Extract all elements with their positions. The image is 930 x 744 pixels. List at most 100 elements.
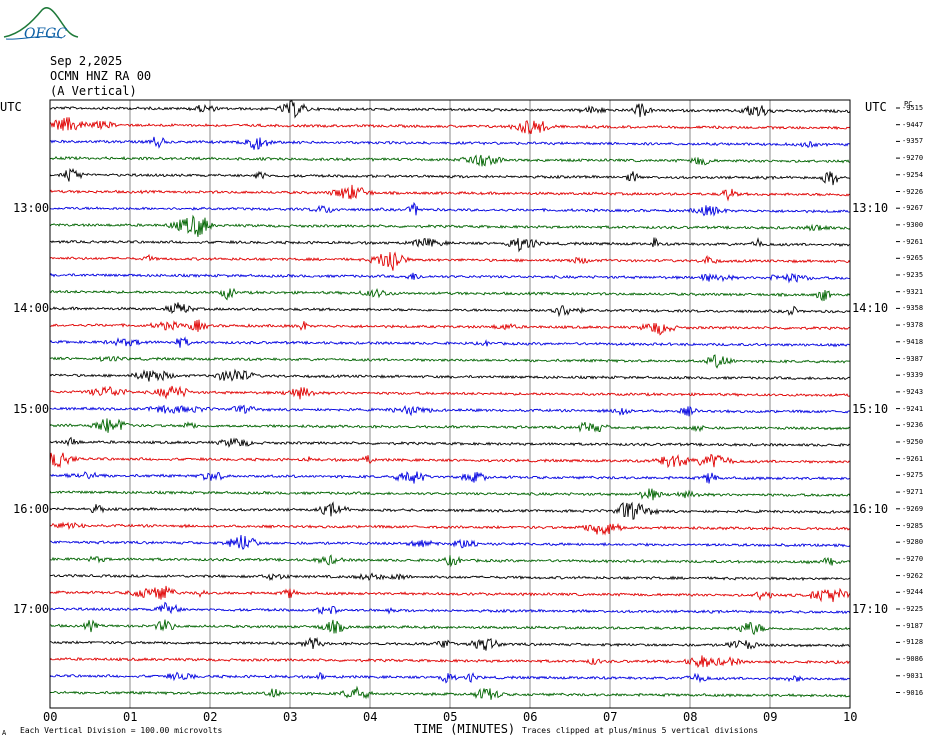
trace-line-10 [49,272,851,284]
trace-offset-label: -9265 [902,254,924,263]
trace-offset-label: -9285 [902,521,924,530]
trace-line-35 [49,685,851,700]
trace-line-16 [49,368,851,382]
plot-frame [49,99,900,709]
x-tick-label: 02 [203,710,218,724]
trace-line-12 [49,302,851,318]
trace-offset-label: -9225 [902,605,924,613]
trace-line-1 [49,117,851,135]
x-tick-label: 09 [763,710,778,724]
trace-offset-label: -9300 [902,220,924,229]
trace-line-24 [49,501,851,520]
trace-line-31 [49,619,851,636]
x-tick-label: 05 [443,710,458,724]
trace-line-0 [49,100,851,119]
trace-line-7 [49,214,851,237]
trace-offset-label: -9267 [902,204,924,213]
trace-offset-label: -9254 [902,170,924,179]
trace-offset-label: -9515 [902,104,924,112]
right-time-label: 16:10 [852,501,889,516]
trace-line-29 [49,585,851,603]
trace-offset-label: -9378 [902,321,924,330]
trace-line-18 [49,404,850,417]
trace-line-27 [49,554,851,568]
trace-line-6 [49,201,851,217]
x-tick-label: 07 [603,710,618,724]
left-time-label: 17:00 [13,602,50,616]
trace-offset-label: -9261 [902,237,924,246]
trace-offset-label: -9357 [902,137,924,146]
trace-line-15 [49,354,851,369]
left-timezone: UTC [0,100,22,114]
trace-line-20 [49,436,851,448]
trace-line-26 [50,534,851,550]
logo-text: OFGC [24,26,68,42]
mountain-icon [3,7,79,38]
trace-line-8 [49,237,851,253]
trace-line-19 [49,418,851,433]
trace-line-2 [49,136,851,150]
trace-line-5 [49,184,851,202]
trace-line-33 [49,655,851,669]
trace-offset-label: -9447 [902,120,924,129]
trace-offset-label: -9280 [902,538,924,547]
ofgc-logo [3,7,79,40]
trace-offset-label: -9241 [902,404,924,413]
trace-line-23 [49,488,851,501]
trace-offset-label: -9270 [902,154,924,163]
trace-offset-label: -9243 [902,387,924,396]
trace-offset-label: -9187 [902,621,924,630]
x-tick-label: 01 [123,710,138,724]
right-time-label: 17:10 [852,602,889,616]
trace-line-9 [49,251,851,271]
trace-offset-label: -9275 [902,471,924,480]
right-time-label: 15:10 [852,401,889,416]
trace-offset-label: -9226 [902,187,924,196]
component-label: (A Vertical) [50,84,137,98]
scale-mark: A [2,729,7,737]
trace-offset-label: -9086 [902,655,924,664]
trace-line-25 [49,521,851,536]
trace-line-11 [49,287,851,302]
trace-line-28 [49,572,851,582]
clip-note: Traces clipped at plus/minus 5 vertical … [522,726,759,735]
trace-offset-label: -9262 [902,571,924,580]
trace-line-4 [49,167,851,186]
trace-offset-label: -9244 [902,588,924,597]
trace-offset-label: -9321 [902,287,924,296]
trace-line-14 [49,336,851,348]
trace-offset-label: -9235 [902,271,924,279]
wave-icon [5,36,63,40]
plot-border [49,99,851,709]
trace-offset-label: -9387 [902,354,924,363]
right-time-label: 13:10 [852,201,889,216]
left-time-label: 16:00 [13,501,50,516]
right-time-label: 14:10 [852,301,889,316]
date-label: Sep 2,2025 [50,54,123,68]
trace-offset-label: -9339 [902,371,924,380]
trace-offset-label: -9128 [902,638,924,647]
trace-offset-label: -9358 [902,304,924,313]
x-tick-label: 10 [843,710,858,724]
trace-offset-label: -9236 [902,421,924,430]
trace-line-17 [49,385,851,400]
trace-offset-label: -9418 [902,337,924,346]
trace-line-22 [49,471,851,484]
trace-line-21 [49,452,851,469]
traces-group [49,100,851,700]
left-time-label: 15:00 [13,401,50,416]
x-tick-label: 06 [523,710,538,724]
x-tick-label: 08 [683,710,698,724]
x-tick-label: 03 [283,710,298,724]
trace-line-32 [49,636,851,651]
trace-offset-label: -9271 [902,488,924,497]
trace-line-3 [49,154,851,167]
station-label: OCMN HNZ RA 00 [50,69,152,83]
right-top-label: PC [904,100,913,108]
right-timezone: UTC [865,100,887,114]
left-time-label: 14:00 [13,301,50,316]
trace-line-30 [49,601,851,615]
trace-offset-label: -9250 [902,438,924,446]
trace-offset-label: -9031 [902,671,924,680]
